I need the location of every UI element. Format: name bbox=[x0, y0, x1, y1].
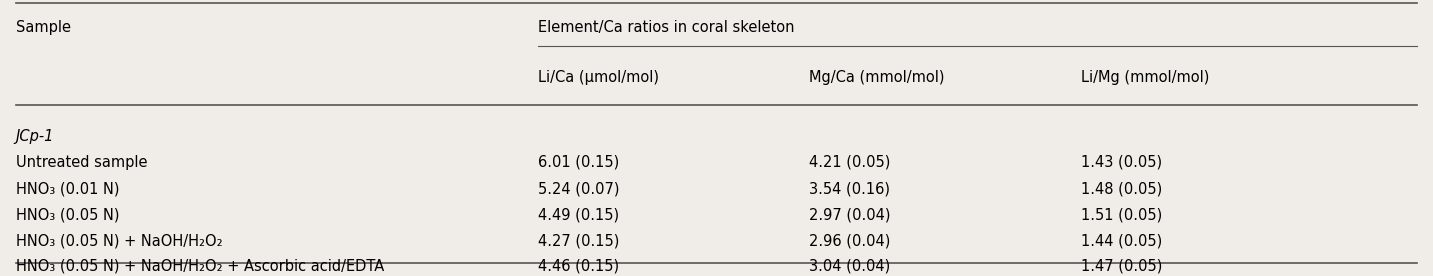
Text: 1.43 (0.05): 1.43 (0.05) bbox=[1082, 155, 1162, 170]
Text: 1.48 (0.05): 1.48 (0.05) bbox=[1082, 181, 1162, 196]
Text: 4.27 (0.15): 4.27 (0.15) bbox=[537, 234, 619, 249]
Text: 3.54 (0.16): 3.54 (0.16) bbox=[810, 181, 890, 196]
Text: Mg/Ca (mmol/mol): Mg/Ca (mmol/mol) bbox=[810, 70, 944, 85]
Text: HNO₃ (0.05 N) + NaOH/H₂O₂: HNO₃ (0.05 N) + NaOH/H₂O₂ bbox=[16, 234, 222, 249]
Text: 5.24 (0.07): 5.24 (0.07) bbox=[537, 181, 619, 196]
Text: 2.97 (0.04): 2.97 (0.04) bbox=[810, 208, 891, 222]
Text: HNO₃ (0.05 N) + NaOH/H₂O₂ + Ascorbic acid/EDTA: HNO₃ (0.05 N) + NaOH/H₂O₂ + Ascorbic aci… bbox=[16, 259, 384, 274]
Text: 2.96 (0.04): 2.96 (0.04) bbox=[810, 234, 891, 249]
Text: 3.04 (0.04): 3.04 (0.04) bbox=[810, 259, 891, 274]
Text: 6.01 (0.15): 6.01 (0.15) bbox=[537, 155, 619, 170]
Text: HNO₃ (0.05 N): HNO₃ (0.05 N) bbox=[16, 208, 119, 222]
Text: 4.46 (0.15): 4.46 (0.15) bbox=[537, 259, 619, 274]
Text: HNO₃ (0.01 N): HNO₃ (0.01 N) bbox=[16, 181, 119, 196]
Text: 1.47 (0.05): 1.47 (0.05) bbox=[1082, 259, 1162, 274]
Text: Untreated sample: Untreated sample bbox=[16, 155, 148, 170]
Text: JCp-1: JCp-1 bbox=[16, 129, 54, 144]
Text: 1.44 (0.05): 1.44 (0.05) bbox=[1082, 234, 1162, 249]
Text: 4.21 (0.05): 4.21 (0.05) bbox=[810, 155, 891, 170]
Text: 1.51 (0.05): 1.51 (0.05) bbox=[1082, 208, 1162, 222]
Text: Li/Mg (mmol/mol): Li/Mg (mmol/mol) bbox=[1082, 70, 1209, 85]
Text: Element/Ca ratios in coral skeleton: Element/Ca ratios in coral skeleton bbox=[537, 20, 794, 35]
Text: Sample: Sample bbox=[16, 20, 70, 35]
Text: 4.49 (0.15): 4.49 (0.15) bbox=[537, 208, 619, 222]
Text: Li/Ca (μmol/mol): Li/Ca (μmol/mol) bbox=[537, 70, 659, 85]
